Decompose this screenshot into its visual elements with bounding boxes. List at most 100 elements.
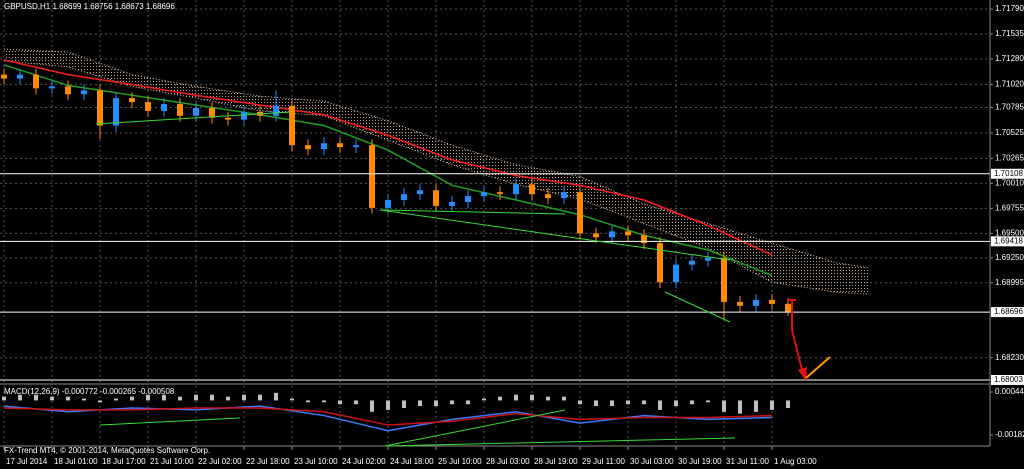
histogram-bar — [578, 400, 582, 405]
histogram-bar — [178, 396, 182, 401]
level-label: 1.70108 — [994, 169, 1023, 178]
histogram-bar — [258, 394, 262, 401]
histogram-bar — [50, 396, 54, 401]
candle-body — [353, 145, 359, 148]
histogram-bar — [370, 400, 374, 412]
candle-body — [305, 145, 311, 150]
histogram-bar — [82, 398, 86, 401]
cloud-upper — [3, 48, 869, 269]
histogram-bar — [114, 398, 118, 401]
candle-body — [273, 105, 279, 116]
candle-body — [641, 235, 647, 244]
footer: FX-Trend MT4, © 2001-2014, MetaQuotes So… — [4, 446, 210, 455]
candle-body — [769, 299, 775, 304]
x-tick-label: 23 Jul 10:00 — [294, 457, 338, 466]
candle-body — [481, 192, 487, 197]
histogram-bar — [594, 400, 598, 407]
y-tick-label: 1.71790 — [995, 4, 1024, 13]
x-tick-label: 17 Jul 2014 — [6, 457, 48, 466]
trend-line — [384, 437, 736, 447]
candle-body — [689, 260, 695, 265]
histogram-bar — [722, 400, 726, 412]
candle-body — [129, 98, 135, 103]
trend-line — [384, 409, 566, 447]
histogram-bar — [530, 394, 534, 401]
candle-body — [145, 102, 151, 111]
x-tick-label: 28 Jul 03:00 — [486, 457, 530, 466]
histogram-bar — [770, 400, 774, 410]
x-tick-label: 1 Aug 03:00 — [774, 457, 817, 466]
candle-body — [513, 184, 519, 195]
level-label-bg — [991, 168, 1024, 179]
candle-body — [369, 145, 375, 208]
histogram-bar — [338, 400, 342, 405]
trend-lines — [95, 111, 736, 447]
histogram-bar — [450, 400, 454, 405]
histogram-bar — [498, 396, 502, 401]
chart-title: GBPUSD,H1 1.68699 1.68756 1.68673 1.6869… — [4, 2, 175, 11]
histogram-bar — [610, 400, 614, 407]
trend-line — [379, 209, 731, 261]
candle-body — [657, 243, 663, 283]
histogram-bar — [18, 394, 22, 401]
histogram-bar — [690, 400, 694, 405]
candle-body — [721, 257, 727, 302]
candle-body — [33, 74, 39, 89]
candle-body — [593, 233, 599, 238]
histogram-bar — [242, 394, 246, 401]
cloud-fill — [4, 49, 868, 295]
y-tick-label: 1.70265 — [995, 154, 1024, 163]
histogram-bar — [706, 400, 710, 403]
level-label: 1.68696 — [994, 307, 1023, 316]
histogram-bar — [642, 400, 646, 405]
up-line — [805, 356, 831, 379]
histogram-bar — [514, 394, 518, 401]
candle-body — [97, 90, 103, 126]
x-tick-label: 22 Jul 18:00 — [246, 457, 290, 466]
indicator-line — [3, 407, 773, 426]
histogram-bar — [482, 398, 486, 401]
candle-body — [673, 264, 679, 283]
histogram-bar — [754, 400, 758, 412]
candle-body — [289, 105, 295, 146]
y-tick-label: 1.70785 — [995, 103, 1024, 112]
histogram-bar — [322, 400, 326, 403]
level-label-bg — [991, 374, 1024, 385]
trend-line — [95, 111, 291, 125]
forecast-arrows — [788, 299, 831, 381]
histogram-bar — [226, 396, 230, 401]
trend-line — [379, 209, 566, 215]
candle-body — [417, 190, 423, 195]
candle-body — [705, 257, 711, 261]
candle-body — [177, 104, 183, 116]
y-tick-label: 1.70010 — [995, 178, 1024, 187]
candle-body — [1, 74, 7, 79]
candle-body — [337, 143, 343, 148]
candle-body — [545, 194, 551, 199]
indicator-title: MACD(12,26,9) -0.000772 -0.000265 -0.000… — [4, 387, 175, 396]
x-tick-label: 21 Jul 10:00 — [150, 457, 194, 466]
candle-body — [465, 196, 471, 202]
histogram-bar — [34, 394, 38, 401]
cloud-lower — [3, 60, 869, 295]
y-tick-label: 1.71020 — [995, 80, 1024, 89]
candle-body — [113, 98, 119, 126]
candle-body — [753, 299, 759, 306]
x-tick-label: 24 Jul 02:00 — [342, 457, 386, 466]
histogram-bar — [66, 396, 70, 401]
level-label: 1.69418 — [994, 236, 1023, 245]
histogram-bar — [306, 400, 310, 403]
histogram-bar — [674, 400, 678, 407]
histogram-bar — [2, 396, 6, 401]
trend-line — [99, 417, 241, 426]
y-tick-label: -0.001827 — [995, 430, 1024, 439]
trend-line — [664, 291, 731, 323]
histogram-bar — [354, 400, 358, 405]
histogram-bar — [210, 394, 214, 401]
candle-body — [625, 231, 631, 236]
candle-body — [65, 86, 71, 95]
level-label-bg — [991, 307, 1024, 318]
histogram-bar — [146, 394, 150, 401]
